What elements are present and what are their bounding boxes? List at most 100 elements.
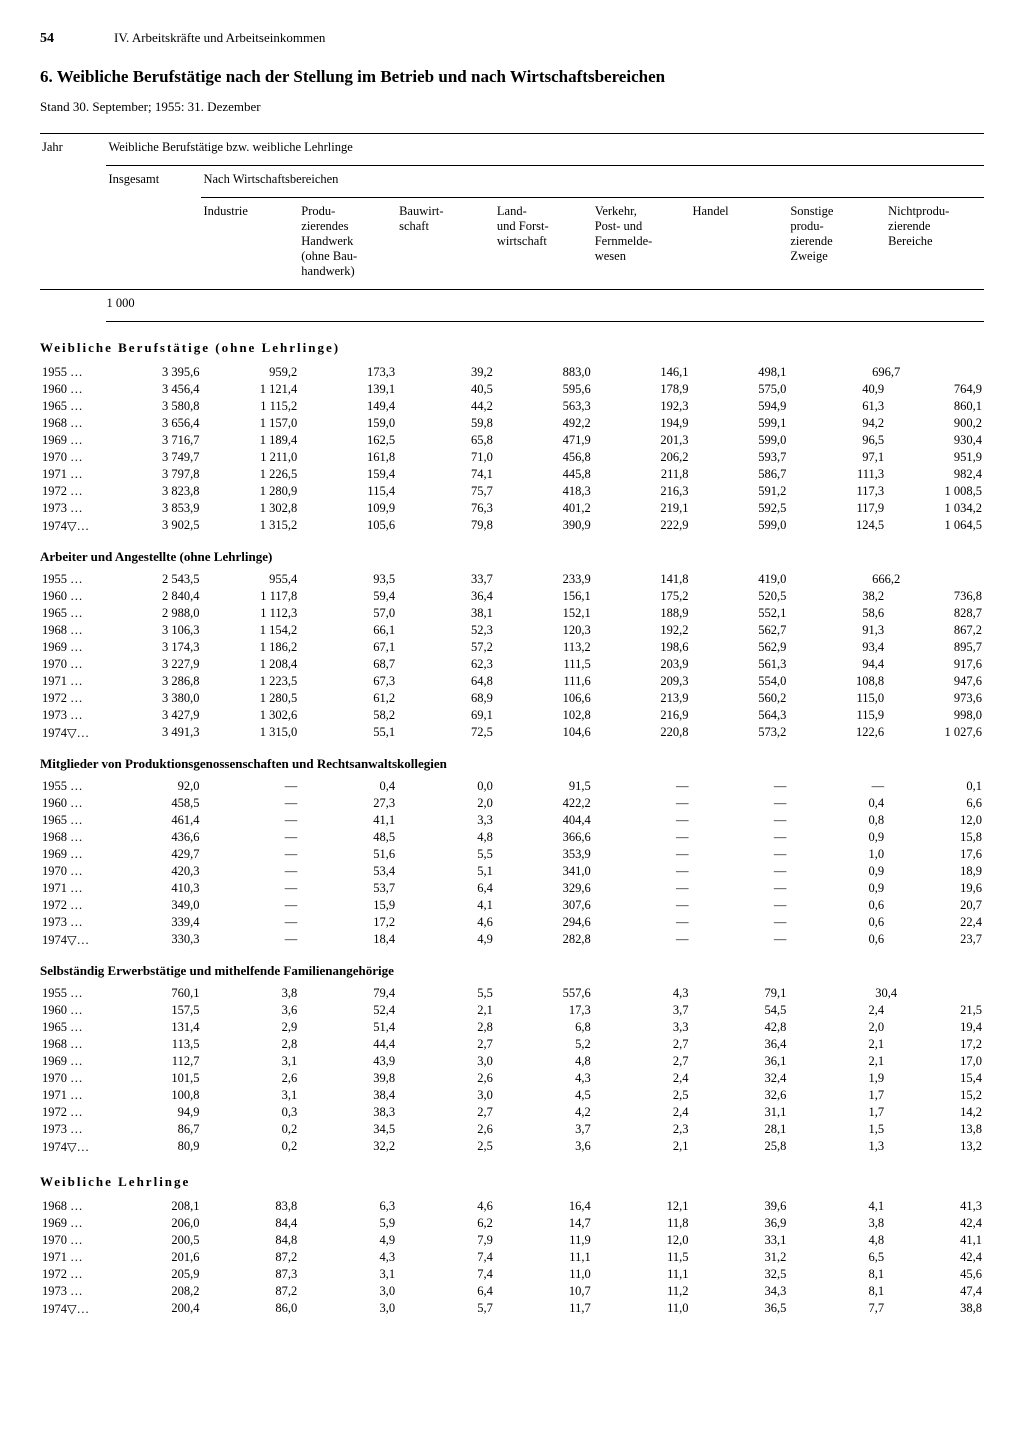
cell-total: 461,4 bbox=[106, 812, 201, 829]
table-row: 1971 …3 286,81 223,567,364,8111,6209,355… bbox=[40, 673, 984, 690]
cell-value: 0,6 bbox=[788, 931, 886, 949]
cell-value: — bbox=[593, 846, 691, 863]
cell-value: 52,4 bbox=[299, 1002, 397, 1019]
cell-value: 87,3 bbox=[201, 1266, 299, 1283]
cell-value: 1 211,0 bbox=[201, 449, 299, 466]
cell-value: 18,9 bbox=[886, 863, 984, 880]
cell-value: 12,0 bbox=[593, 1232, 691, 1249]
table-row: 1974▽…330,3—18,44,9282,8——0,623,7 bbox=[40, 931, 984, 949]
cell-value: 592,5 bbox=[691, 500, 789, 517]
cell-value: 552,1 bbox=[691, 605, 789, 622]
h-industrie: Industrie bbox=[201, 198, 299, 290]
cell-value: 219,1 bbox=[593, 500, 691, 517]
cell-value: 520,5 bbox=[691, 588, 789, 605]
cell-total: 3 380,0 bbox=[106, 690, 201, 707]
cell-value: — bbox=[201, 897, 299, 914]
h-verkehr: Verkehr, Post- und Fernmelde- wesen bbox=[593, 198, 691, 290]
cell-value: — bbox=[593, 829, 691, 846]
cell-total: 3 749,7 bbox=[106, 449, 201, 466]
cell-value: 1 115,2 bbox=[201, 398, 299, 415]
h-span2: Nach Wirtschaftsbereichen bbox=[201, 166, 984, 198]
table-row: 1973 …339,4—17,24,6294,6——0,622,4 bbox=[40, 914, 984, 931]
cell-value: 1,5 bbox=[788, 1121, 886, 1138]
cell-value: 96,5 bbox=[788, 432, 886, 449]
table-row: 1955 …2 543,5955,493,533,7233,9141,8419,… bbox=[40, 571, 984, 588]
cell-value: 94,4 bbox=[788, 656, 886, 673]
cell-value: 900,2 bbox=[886, 415, 984, 432]
cell-total: 3 227,9 bbox=[106, 656, 201, 673]
cell-value: 216,3 bbox=[593, 483, 691, 500]
cell-value: 75,7 bbox=[397, 483, 495, 500]
cell-value: 124,5 bbox=[788, 517, 886, 535]
cell-value: 159,0 bbox=[299, 415, 397, 432]
cell-total: 3 286,8 bbox=[106, 673, 201, 690]
cell-value: 591,2 bbox=[691, 483, 789, 500]
cell-value: 1 226,5 bbox=[201, 466, 299, 483]
cell-year: 1970 … bbox=[40, 449, 106, 466]
table-row: 1960 …3 456,41 121,4139,140,5595,6178,95… bbox=[40, 381, 984, 398]
cell-year: 1974▽… bbox=[40, 931, 106, 949]
table-row: 1974▽…200,486,03,05,711,711,036,57,738,8 bbox=[40, 1300, 984, 1318]
cell-year: 1970 … bbox=[40, 656, 106, 673]
cell-value: 7,4 bbox=[397, 1249, 495, 1266]
cell-value: 74,1 bbox=[397, 466, 495, 483]
cell-value: 17,2 bbox=[299, 914, 397, 931]
cell-value: 1 315,2 bbox=[201, 517, 299, 535]
cell-year: 1973 … bbox=[40, 707, 106, 724]
cell-value: 106,6 bbox=[495, 690, 593, 707]
subtitle: Stand 30. September; 1955: 31. Dezember bbox=[40, 99, 984, 115]
subsection-heading: Arbeiter und Angestellte (ohne Lehrlinge… bbox=[40, 535, 984, 571]
table-row: 1965 …3 580,81 115,2149,444,2563,3192,35… bbox=[40, 398, 984, 415]
chapter-title: IV. Arbeitskräfte und Arbeitseinkommen bbox=[114, 30, 325, 46]
cell-value: 2,5 bbox=[593, 1087, 691, 1104]
table-row: 1960 …458,5—27,32,0422,2——0,46,6 bbox=[40, 795, 984, 812]
cell-value: 5,9 bbox=[299, 1215, 397, 1232]
table-row: 1960 …2 840,41 117,859,436,4156,1175,252… bbox=[40, 588, 984, 605]
cell-value: 594,9 bbox=[691, 398, 789, 415]
main-title: 6. Weibliche Berufstätige nach der Stell… bbox=[40, 67, 984, 87]
cell-total: 92,0 bbox=[106, 778, 201, 795]
cell-value: 15,9 bbox=[299, 897, 397, 914]
cell-value: 6,8 bbox=[495, 1019, 593, 1036]
cell-value: 7,9 bbox=[397, 1232, 495, 1249]
cell-value: 828,7 bbox=[886, 605, 984, 622]
cell-value: 68,9 bbox=[397, 690, 495, 707]
cell-value: 91,3 bbox=[788, 622, 886, 639]
table-row: 1970 …3 749,71 211,0161,871,0456,8206,25… bbox=[40, 449, 984, 466]
cell-value: 39,2 bbox=[397, 364, 495, 381]
cell-value: — bbox=[201, 931, 299, 949]
cell-value: 554,0 bbox=[691, 673, 789, 690]
cell-value: 1 280,9 bbox=[201, 483, 299, 500]
cell-value: 86,0 bbox=[201, 1300, 299, 1318]
cell-value: 456,8 bbox=[495, 449, 593, 466]
table-row: 1973 …208,287,23,06,410,711,234,38,147,4 bbox=[40, 1283, 984, 1300]
cell-merged: 30,4 bbox=[788, 985, 984, 1002]
cell-value: 5,2 bbox=[495, 1036, 593, 1053]
cell-value: 557,6 bbox=[495, 985, 593, 1002]
table-row: 1971 …100,83,138,43,04,52,532,61,715,2 bbox=[40, 1087, 984, 1104]
cell-value: 764,9 bbox=[886, 381, 984, 398]
table-row: 1970 …101,52,639,82,64,32,432,41,915,4 bbox=[40, 1070, 984, 1087]
cell-value: 38,3 bbox=[299, 1104, 397, 1121]
cell-year: 1969 … bbox=[40, 1215, 106, 1232]
cell-value: 21,5 bbox=[886, 1002, 984, 1019]
cell-value: 895,7 bbox=[886, 639, 984, 656]
cell-value: 206,2 bbox=[593, 449, 691, 466]
cell-value: 2,1 bbox=[788, 1036, 886, 1053]
cell-value: 113,2 bbox=[495, 639, 593, 656]
cell-year: 1970 … bbox=[40, 1232, 106, 1249]
cell-value: 42,8 bbox=[691, 1019, 789, 1036]
cell-value: 2,5 bbox=[397, 1138, 495, 1156]
table-row: 1970 …3 227,91 208,468,762,3111,5203,956… bbox=[40, 656, 984, 673]
cell-total: 201,6 bbox=[106, 1249, 201, 1266]
cell-value: 599,0 bbox=[691, 517, 789, 535]
cell-value: 11,2 bbox=[593, 1283, 691, 1300]
cell-value: 6,6 bbox=[886, 795, 984, 812]
cell-value: 34,5 bbox=[299, 1121, 397, 1138]
cell-value: 0,1 bbox=[886, 778, 984, 795]
cell-value: 111,6 bbox=[495, 673, 593, 690]
cell-year: 1955 … bbox=[40, 985, 106, 1002]
cell-year: 1973 … bbox=[40, 1283, 106, 1300]
cell-value: 3,3 bbox=[397, 812, 495, 829]
cell-value: 104,6 bbox=[495, 724, 593, 742]
